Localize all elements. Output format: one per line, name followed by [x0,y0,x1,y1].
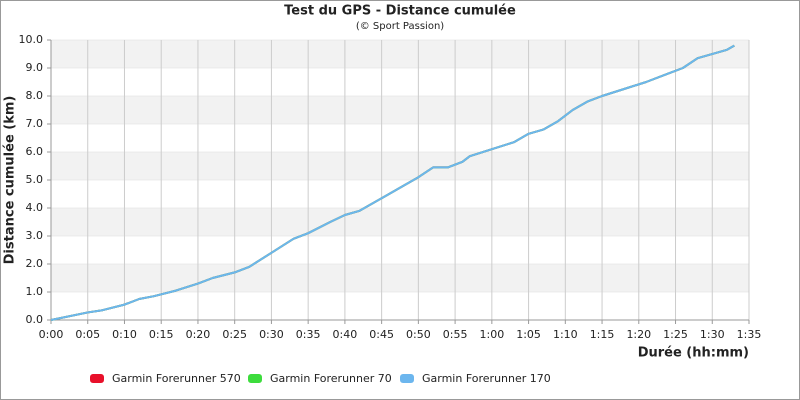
x-tick-label: 0:25 [222,328,247,341]
x-tick-label: 0:05 [75,328,100,341]
series-line [50,44,735,321]
chart-title: Test du GPS - Distance cumulée [284,4,516,19]
y-tick-label: 3.0 [26,229,44,242]
y-tick-label: 8.0 [26,89,44,102]
x-tick-label: 0:40 [333,328,358,341]
y-tick-label: 4.0 [26,201,44,214]
grid-band [51,40,749,68]
x-tick-label: 0:50 [406,328,431,341]
legend-swatch[interactable] [400,374,414,383]
x-tick-label: 1:05 [516,328,541,341]
x-tick-label: 0:45 [369,328,394,341]
y-axis-title: Distance cumulée (km) [3,96,18,265]
y-tick-label: 1.0 [26,285,44,298]
x-tick-label: 1:35 [737,328,762,341]
y-tick-label: 6.0 [26,145,44,158]
grid-bands [51,40,749,320]
x-tick-label: 1:10 [553,328,578,341]
x-tick-label: 1:00 [479,328,504,341]
legend-label[interactable]: Garmin Forerunner 70 [270,372,392,385]
x-tick-label: 0:30 [259,328,284,341]
x-tick-label: 1:20 [626,328,651,341]
y-tick-label: 9.0 [26,61,44,74]
y-tick-label: 7.0 [26,117,44,130]
y-tick-label: 2.0 [26,257,44,270]
grid-band [51,96,749,124]
x-tick-label: 1:25 [663,328,688,341]
chart-subtitle: (© Sport Passion) [356,21,444,32]
grid-band [51,208,749,236]
x-tick-label: 0:20 [186,328,211,341]
x-tick-label: 0:35 [296,328,321,341]
x-tick-label: 0:00 [39,328,64,341]
x-tick-label: 0:55 [443,328,468,341]
x-tick-label: 0:10 [112,328,137,341]
grid-band [51,264,749,292]
legend-swatch[interactable] [90,374,104,383]
y-tick-label: 10.0 [19,33,44,46]
y-tick-label: 5.0 [26,173,44,186]
x-tick-label: 0:15 [149,328,174,341]
legend-label[interactable]: Garmin Forerunner 170 [422,372,551,385]
x-axis-title: Durée (hh:mm) [638,346,749,361]
legend-swatch[interactable] [248,374,262,383]
x-tick-label: 1:30 [700,328,725,341]
y-tick-label: 0.0 [26,313,44,326]
grid-band [51,152,749,180]
x-tick-label: 1:15 [590,328,615,341]
legend-label[interactable]: Garmin Forerunner 570 [112,372,241,385]
